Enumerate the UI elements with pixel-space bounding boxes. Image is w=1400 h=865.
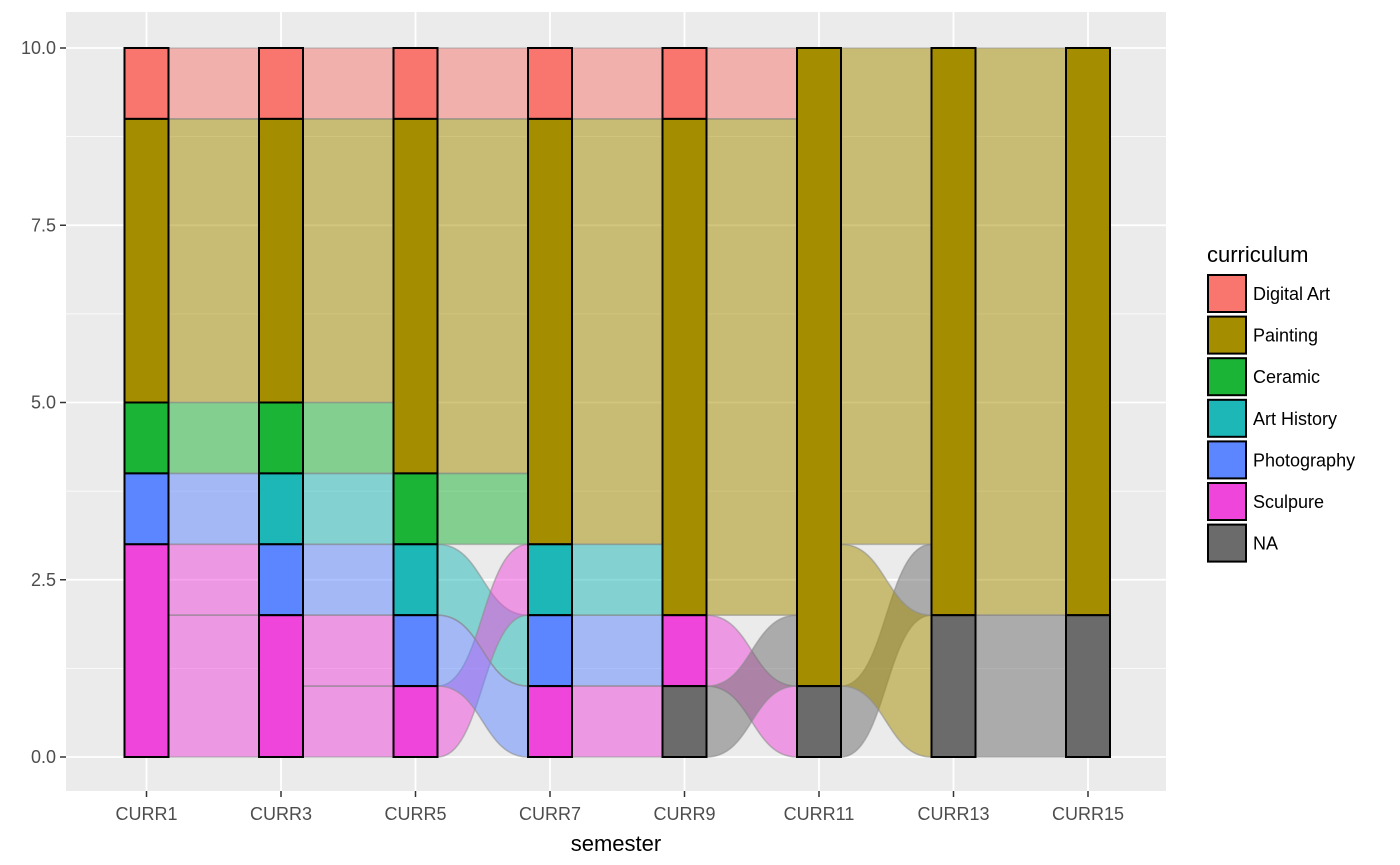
- flow-ribbon: [302, 401, 395, 475]
- flow-ribbon: [840, 47, 933, 546]
- stratum-bar: [123, 117, 170, 404]
- stratum-bar: [392, 47, 439, 120]
- x-tick-label: CURR5: [384, 804, 446, 824]
- flow-ribbon: [167, 47, 260, 120]
- stratum-bar: [796, 685, 842, 758]
- x-tick-label: CURR1: [115, 804, 177, 824]
- stratum-bar: [527, 47, 573, 120]
- stratum-bar: [1065, 614, 1111, 759]
- x-tick-label: CURR15: [1052, 804, 1124, 824]
- flow-ribbon: [571, 685, 664, 758]
- flow-ribbon: [571, 543, 664, 617]
- x-tick-label: CURR3: [250, 804, 312, 824]
- y-tick-label: 5.0: [31, 393, 56, 413]
- flow-ribbons: [167, 47, 1067, 758]
- stratum-bar: [258, 401, 304, 475]
- flow-ribbon: [571, 47, 664, 120]
- legend-label: Painting: [1253, 326, 1318, 346]
- stratum-bar: [527, 685, 573, 758]
- flow-ribbon: [705, 47, 798, 120]
- stratum-bar: [661, 614, 708, 688]
- stratum-bar: [392, 117, 439, 475]
- x-axis-title: semester: [571, 831, 661, 856]
- flow-ribbon: [302, 685, 395, 758]
- y-tick-label: 0.0: [31, 747, 56, 767]
- stratum-bar: [392, 614, 439, 688]
- legend-label: Digital Art: [1253, 284, 1330, 304]
- flow-ribbon: [167, 614, 260, 758]
- legend-title: curriculum: [1207, 242, 1308, 267]
- stratum-bar: [1065, 47, 1111, 617]
- stratum-bar: [392, 543, 439, 617]
- legend-key: [1207, 440, 1247, 480]
- stratum-bar: [661, 685, 708, 758]
- legend-key: [1207, 398, 1247, 438]
- flow-ribbon: [302, 472, 395, 546]
- stratum-bar: [661, 47, 708, 120]
- legend: curriculum Digital Art Painting Ceramic Art…: [1207, 242, 1355, 563]
- y-tick-label: 10.0: [21, 38, 56, 58]
- flow-ribbon: [571, 614, 664, 687]
- flow-ribbon: [436, 472, 529, 546]
- stratum-bar: [930, 614, 977, 759]
- stratum-bars: [123, 47, 1111, 759]
- axes: 0.0 2.5 5.0 7.5 10.0 CURR1 CURR3 CURR5 CURR7 CURR…: [21, 38, 1124, 824]
- legend-key: [1207, 274, 1247, 313]
- x-tick-label: CURR9: [653, 804, 715, 824]
- stratum-bar: [527, 614, 573, 688]
- legend-key: [1207, 357, 1247, 397]
- flow-ribbon: [167, 543, 260, 617]
- flow-ribbon: [167, 118, 260, 404]
- flow-ribbon: [302, 543, 395, 617]
- stratum-bar: [930, 47, 977, 617]
- flow-ribbon: [974, 47, 1067, 617]
- legend-label: Art History: [1253, 409, 1337, 429]
- legend-label: Sculpure: [1253, 492, 1324, 512]
- flow-ribbon: [302, 47, 395, 120]
- legend-label: Ceramic: [1253, 367, 1320, 387]
- flow-ribbon: [302, 118, 395, 404]
- flow-ribbon: [705, 118, 798, 617]
- stratum-bar: [661, 117, 708, 617]
- stratum-bar: [123, 401, 170, 475]
- legend-key: [1207, 523, 1247, 563]
- flow-ribbon: [974, 614, 1067, 758]
- stratum-bar: [123, 472, 170, 546]
- flow-ribbon: [436, 47, 529, 120]
- legend-key: [1207, 315, 1247, 355]
- x-tick-label: CURR13: [917, 804, 989, 824]
- y-tick-label: 2.5: [31, 570, 56, 590]
- stratum-bar: [796, 47, 842, 688]
- stratum-bar: [123, 47, 170, 120]
- flow-ribbon: [167, 472, 260, 546]
- x-tick-label: CURR11: [784, 804, 855, 824]
- stratum-bar: [258, 47, 304, 120]
- legend-label: Photography: [1253, 450, 1355, 470]
- stratum-bar: [123, 543, 170, 758]
- y-tick-label: 7.5: [31, 215, 56, 235]
- stratum-bar: [258, 543, 304, 617]
- x-tick-label: CURR7: [519, 804, 581, 824]
- stratum-bar: [527, 543, 573, 617]
- stratum-bar: [258, 472, 304, 546]
- stratum-bar: [258, 614, 304, 759]
- stratum-bar: [258, 117, 304, 404]
- stratum-bar: [392, 685, 439, 758]
- flow-ribbon: [302, 614, 395, 687]
- legend-key: [1207, 482, 1247, 521]
- legend-label: NA: [1253, 534, 1278, 554]
- stratum-bar: [527, 117, 573, 546]
- flow-ribbon: [571, 118, 664, 546]
- flow-ribbon: [167, 401, 260, 475]
- stratum-bar: [392, 472, 439, 546]
- flow-ribbon: [436, 118, 529, 475]
